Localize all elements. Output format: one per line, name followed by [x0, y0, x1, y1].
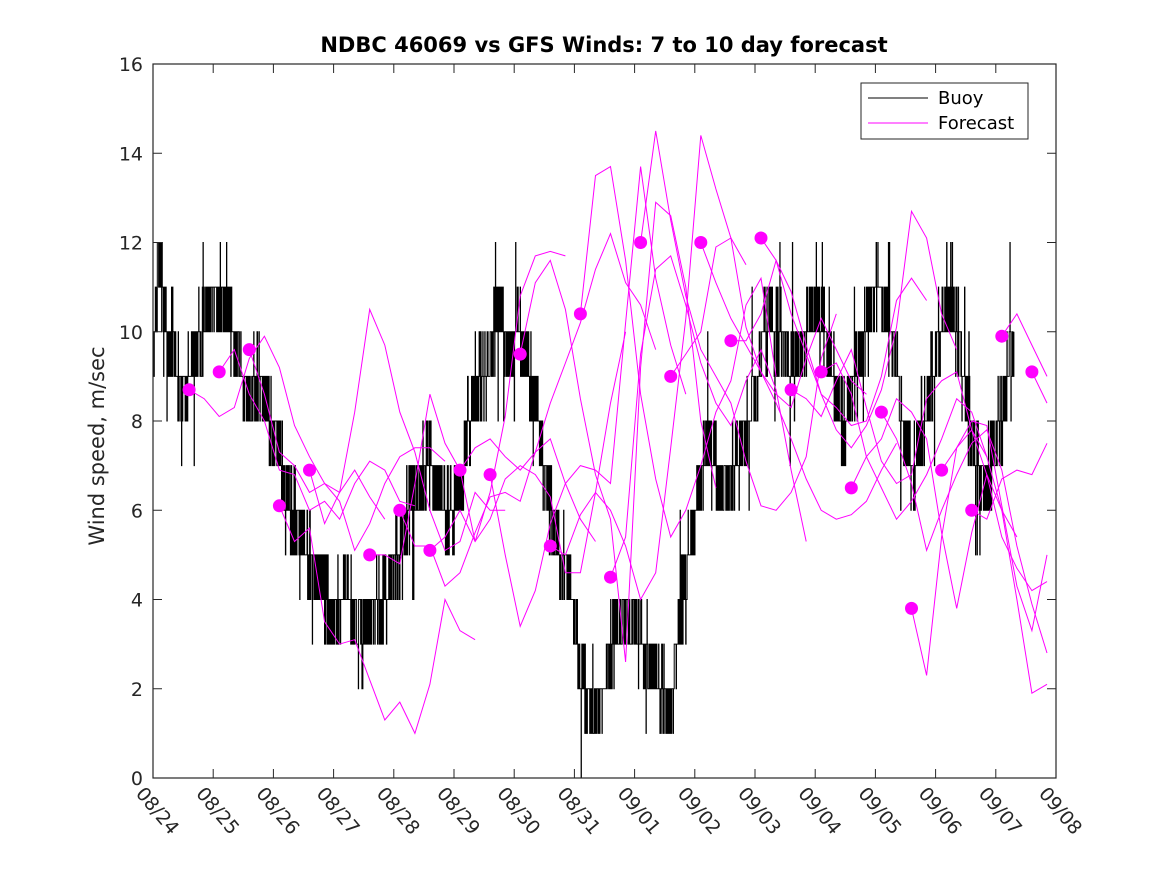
- y-tick-label: 6: [131, 500, 143, 522]
- forecast-line-23: [880, 411, 1048, 654]
- forecast-line-27: [1001, 312, 1048, 377]
- forecast-marker: [874, 405, 888, 419]
- forecast-marker: [242, 343, 256, 357]
- y-tick-label: 16: [119, 54, 143, 76]
- forecast-marker: [573, 307, 587, 321]
- forecast-line-12: [550, 135, 747, 601]
- y-axis-label: Wind speed, m/sec: [85, 346, 109, 545]
- forecast-marker: [483, 468, 497, 482]
- forecast-marker: [724, 334, 738, 348]
- forecast-line-19: [760, 209, 958, 449]
- forecast-marker: [634, 236, 648, 249]
- forecast-line-16: [670, 237, 867, 409]
- forecast-marker: [363, 548, 377, 562]
- y-tick-label: 10: [119, 322, 143, 344]
- y-tick-label: 12: [119, 233, 143, 255]
- plot-lines: [152, 130, 1048, 779]
- y-tick-label: 8: [131, 411, 143, 433]
- forecast-marker: [814, 365, 828, 379]
- forecast-marker: [935, 463, 949, 477]
- forecast-line-20: [790, 348, 988, 485]
- forecast-marker: [754, 231, 768, 245]
- y-tick-label: 0: [131, 768, 143, 790]
- forecast-line-10: [489, 166, 687, 628]
- forecast-marker: [212, 365, 226, 379]
- forecast-line-2: [218, 348, 416, 521]
- forecast-line-9: [459, 232, 657, 471]
- legend-forecast-label: Forecast: [938, 113, 1014, 134]
- forecast-marker: [423, 543, 437, 557]
- plot-markers: [182, 231, 1039, 615]
- legend-buoy-label: Buoy: [938, 88, 984, 109]
- forecast-marker: [303, 463, 316, 477]
- forecast-line-4: [278, 505, 476, 735]
- forecast-line-15: [640, 130, 837, 511]
- forecast-marker: [844, 481, 858, 495]
- forecast-line-8: [429, 331, 627, 574]
- forecast-line-1: [188, 335, 386, 520]
- y-tick-label: 14: [119, 143, 143, 165]
- forecast-marker: [604, 570, 617, 584]
- forecast-line-3: [248, 349, 446, 552]
- forecast-line-13: [579, 165, 777, 539]
- forecast-marker: [543, 539, 557, 553]
- legend-box: [860, 82, 1029, 140]
- forecast-line-21: [820, 362, 1018, 538]
- forecast-marker: [1025, 365, 1039, 379]
- forecast-marker: [995, 329, 1009, 343]
- chart-title: NDBC 46069 vs GFS Winds: 7 to 10 day for…: [320, 33, 887, 57]
- legend: Buoy Forecast: [860, 82, 1029, 140]
- forecast-marker: [513, 347, 527, 361]
- forecast-marker: [784, 383, 798, 397]
- forecast-line-25: [941, 420, 1048, 633]
- forecast-line-18: [730, 258, 928, 427]
- forecast-marker: [393, 503, 407, 517]
- forecast-line-14: [610, 255, 807, 578]
- y-tick-label: 4: [131, 590, 143, 612]
- forecast-line-5: [309, 307, 506, 552]
- forecast-line-22: [850, 397, 1048, 609]
- forecast-marker: [453, 463, 467, 477]
- forecast-marker: [272, 499, 286, 513]
- forecast-line-17: [700, 242, 897, 520]
- y-tick-label: 2: [131, 679, 143, 701]
- forecast-marker: [182, 383, 196, 397]
- forecast-marker: [664, 369, 678, 383]
- forecast-line-6: [369, 250, 566, 565]
- forecast-line-11: [519, 201, 717, 663]
- forecast-marker: [905, 601, 918, 615]
- forecast-line-26: [971, 443, 1048, 520]
- forecast-marker: [694, 236, 708, 249]
- forecast-marker: [965, 503, 979, 517]
- forecast-line-24: [911, 428, 1048, 695]
